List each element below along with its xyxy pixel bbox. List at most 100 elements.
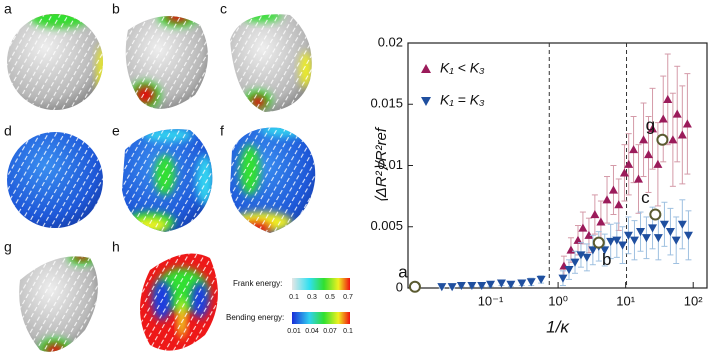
point: [653, 159, 663, 168]
point: [636, 228, 646, 237]
legend-label: K₁ = K₃: [440, 92, 485, 108]
y-tick-label: 0.01: [378, 157, 403, 172]
point: [683, 231, 693, 240]
point: [588, 246, 598, 255]
point: [477, 281, 487, 291]
colorbar-tick-label: 0.04: [305, 328, 319, 335]
panel-label: b: [112, 1, 120, 17]
x-tick-label: 10²: [684, 293, 703, 308]
colorbar: [292, 312, 350, 324]
annotation-label: b: [602, 250, 611, 269]
colorbar-tick-label: 0.7: [343, 294, 353, 301]
point: [639, 135, 649, 144]
colorbar-label: Frank energy:: [233, 279, 282, 288]
renderings: [7, 14, 316, 352]
point: [578, 223, 588, 232]
legend-label: K₁ < K₃: [440, 60, 485, 76]
point: [496, 279, 506, 288]
panel-label: e: [112, 123, 120, 139]
point: [618, 241, 628, 250]
director-field: [125, 16, 208, 109]
panel-label: g: [4, 239, 12, 255]
point: [602, 195, 612, 204]
point: [624, 159, 634, 168]
point: [671, 236, 681, 245]
point: [584, 230, 594, 239]
point: [653, 234, 663, 243]
point: [606, 237, 616, 246]
point: [570, 258, 580, 267]
point: [659, 220, 669, 229]
point: [467, 281, 477, 291]
annotation-label: g: [646, 115, 655, 134]
point: [456, 281, 466, 291]
point: [648, 124, 658, 133]
x-axis-label: 1/κ: [546, 317, 570, 336]
panel-label: h: [112, 239, 120, 255]
point: [600, 246, 610, 255]
panel-label: d: [4, 123, 12, 139]
legend-marker: [421, 64, 431, 73]
y-tick-label: 0: [396, 279, 403, 294]
panel-label: f: [220, 123, 224, 139]
point: [677, 130, 687, 139]
director-field: [19, 256, 98, 352]
point: [677, 220, 687, 229]
point: [596, 217, 606, 226]
point: [629, 236, 639, 245]
point: [582, 253, 592, 262]
panel-label: c: [220, 1, 227, 17]
point: [566, 245, 576, 254]
colorbar-tick-label: 0.3: [307, 294, 317, 301]
plot-frame: [407, 42, 708, 289]
point: [663, 94, 673, 103]
colorbar: [292, 278, 350, 290]
point: [564, 266, 574, 275]
point: [558, 274, 568, 283]
director-field: [140, 253, 218, 351]
colorbar-tick-label: 0.07: [323, 328, 337, 335]
point: [517, 279, 527, 288]
annotation-marker: [408, 280, 421, 293]
point: [486, 280, 496, 289]
point: [641, 234, 651, 243]
point: [668, 135, 678, 144]
point: [644, 149, 654, 159]
y-tick-label: 0.02: [378, 34, 403, 49]
annotation-label: a: [398, 262, 408, 281]
point: [590, 210, 600, 219]
point: [573, 235, 583, 244]
point: [658, 114, 668, 123]
x-tick-label: 10⁻¹: [478, 293, 504, 308]
director-field: [230, 127, 316, 233]
point: [634, 174, 644, 183]
point: [619, 168, 629, 177]
point: [447, 283, 457, 292]
point: [614, 200, 624, 209]
colorbar-label: Bending energy:: [226, 313, 284, 322]
y-tick-label: 0.005: [370, 218, 403, 233]
point: [682, 119, 692, 128]
panel-label: a: [4, 1, 12, 17]
point: [623, 231, 633, 240]
colorbar-tick-label: 0.1: [289, 294, 299, 301]
point: [437, 283, 447, 292]
director-field: [7, 14, 103, 110]
colorbar-tick-label: 0.5: [325, 294, 335, 301]
point: [576, 251, 586, 260]
y-axis-label: ⟨ΔR²⟩/R²ref: [373, 126, 390, 203]
x-tick-label: 10⁰: [548, 293, 568, 308]
point: [608, 185, 618, 194]
point: [629, 145, 639, 154]
annotation-marker: [656, 133, 669, 146]
director-field: [230, 14, 312, 112]
annotation-label: c: [641, 188, 650, 207]
point: [648, 224, 658, 233]
annotation-marker: [649, 208, 662, 221]
annotation-marker: [592, 236, 605, 249]
point: [672, 109, 682, 118]
point: [506, 280, 516, 289]
point: [536, 275, 546, 284]
director-field: [7, 132, 103, 228]
